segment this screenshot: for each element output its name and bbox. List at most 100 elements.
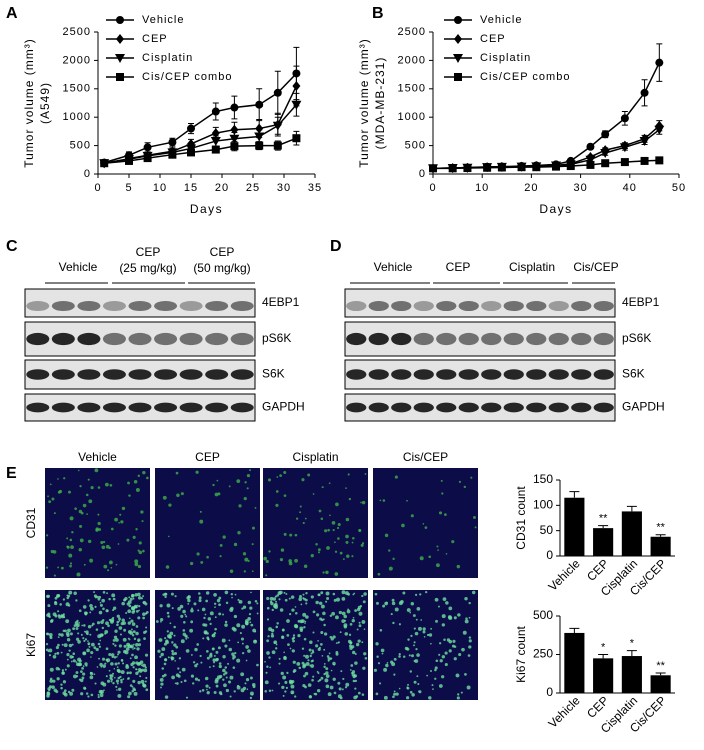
stain-dot — [312, 631, 315, 634]
x-tick-label: 0 — [94, 182, 101, 194]
stain-dot — [48, 648, 53, 653]
stain-dot — [49, 483, 52, 486]
stain-dot — [120, 680, 123, 684]
stain-dot — [318, 601, 323, 606]
point — [254, 132, 265, 142]
stain-dot — [60, 566, 64, 570]
stain-dot — [224, 644, 228, 648]
stain-dot — [67, 628, 71, 633]
stain-dot — [167, 656, 170, 659]
stain-dot — [352, 616, 355, 619]
blot-band — [413, 402, 434, 413]
stain-dot — [301, 647, 305, 650]
stain-dot — [105, 544, 110, 549]
x-tick-label: 0 — [429, 182, 436, 194]
stain-dot — [199, 654, 202, 658]
stain-dot — [87, 640, 89, 642]
point — [292, 80, 301, 91]
stain-dot — [356, 628, 359, 631]
stain-dot — [280, 548, 285, 552]
blot-group-label: CEP — [136, 245, 161, 259]
stain-dot — [208, 666, 211, 668]
stain-dot — [207, 638, 210, 641]
stain-dot — [135, 605, 138, 609]
stain-dot — [56, 677, 60, 681]
stain-dot — [394, 607, 399, 612]
point — [586, 142, 595, 151]
stain-dot — [254, 630, 257, 633]
blot-group-label: Cisplatin — [509, 260, 555, 274]
stain-dot — [93, 646, 97, 650]
error-bar — [655, 534, 666, 537]
series-line — [104, 104, 297, 164]
stain-dot — [276, 594, 279, 597]
stain-dot — [329, 514, 331, 517]
stain-dot — [90, 693, 94, 697]
stain-dot — [323, 663, 326, 665]
stain-dot — [87, 478, 90, 481]
stain-dot — [90, 486, 94, 490]
stain-dot — [312, 675, 315, 678]
stain-dot — [332, 592, 336, 596]
stain-dot — [68, 643, 73, 648]
stain-dot — [113, 635, 118, 639]
point — [272, 121, 283, 131]
blot-band — [154, 300, 178, 312]
stain-dot — [176, 493, 180, 498]
stain-dot — [291, 608, 295, 612]
y-axis-label: Ki67 count — [514, 625, 528, 682]
stain-dot — [298, 595, 303, 599]
micrograph — [155, 468, 260, 578]
stain-dot — [97, 693, 100, 696]
stain-dot — [224, 666, 227, 669]
stain-dot — [434, 668, 437, 672]
stain-dot — [206, 555, 209, 559]
stain-dot — [97, 597, 101, 601]
stain-dot — [225, 676, 228, 679]
stain-dot — [204, 613, 207, 616]
stain-dot — [364, 473, 367, 475]
stain-dot — [305, 661, 310, 666]
stain-dot — [231, 626, 236, 631]
y-tick-label: 1500 — [63, 83, 91, 95]
stain-dot — [59, 603, 62, 606]
stain-dot — [83, 624, 86, 627]
blot-band — [179, 402, 203, 413]
stain-dot — [289, 680, 294, 685]
y-tick-label: 0 — [546, 685, 553, 699]
stain-dot — [137, 616, 141, 620]
stain-dot — [57, 636, 60, 639]
stain-dot — [127, 481, 130, 485]
stain-dot — [159, 655, 162, 658]
stain-dot — [52, 654, 57, 659]
significance: ** — [656, 522, 665, 534]
stain-dot — [330, 637, 334, 641]
blot-row-label: S6K — [262, 367, 285, 381]
stain-dot — [344, 632, 349, 636]
stain-dot — [113, 667, 116, 670]
stain-dot — [300, 603, 303, 606]
stain-dot — [290, 595, 295, 599]
stain-dot — [71, 530, 74, 534]
stain-dot — [194, 664, 198, 668]
stain-dot — [86, 513, 88, 516]
stain-dot — [89, 611, 92, 614]
stain-dot — [287, 643, 290, 647]
stain-dot — [267, 635, 270, 638]
point — [255, 123, 264, 134]
blot-band — [458, 369, 479, 380]
stain-dot — [308, 648, 312, 652]
stain-dot — [93, 673, 96, 676]
stain-dot — [291, 692, 293, 695]
stain-dot — [48, 615, 51, 618]
stain-dot — [46, 694, 50, 698]
blot-band — [503, 402, 524, 413]
stain-dot — [107, 569, 110, 572]
stain-dot — [201, 689, 205, 692]
stain-dot — [266, 639, 270, 643]
stain-dot — [384, 533, 389, 538]
stain-dot — [137, 474, 141, 478]
stain-dot — [295, 611, 298, 615]
stain-dot — [57, 478, 59, 480]
stain-dot — [110, 527, 114, 531]
